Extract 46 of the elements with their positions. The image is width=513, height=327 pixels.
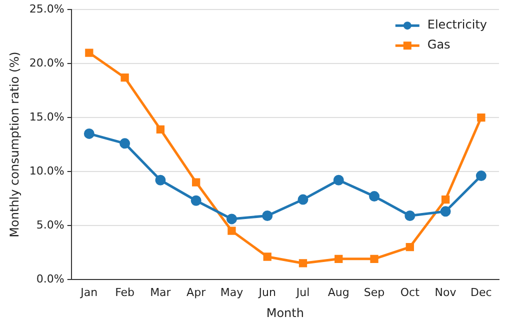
legend-label: Gas bbox=[427, 38, 450, 52]
point bbox=[85, 48, 94, 57]
y-tick-label: 5.0% bbox=[36, 218, 64, 232]
x-tick-label: Jan bbox=[80, 286, 98, 299]
x-tick-label: Sep bbox=[364, 286, 385, 299]
legend-label: Electricity bbox=[427, 18, 487, 32]
point bbox=[440, 206, 451, 217]
x-tick-label: Dec bbox=[470, 286, 492, 299]
point bbox=[190, 195, 202, 206]
point bbox=[477, 113, 486, 122]
point bbox=[263, 252, 272, 261]
point bbox=[406, 242, 414, 252]
point bbox=[84, 128, 94, 139]
point bbox=[120, 74, 129, 82]
x-tick-label: Jul bbox=[295, 286, 310, 299]
y-tick-label: 20.0% bbox=[29, 56, 64, 70]
x-tick-label: Aug bbox=[328, 286, 350, 299]
point bbox=[156, 125, 165, 134]
x-tick-label: Oct bbox=[400, 286, 420, 299]
x-tick-label: Nov bbox=[434, 286, 457, 299]
x-tick-label: Jun bbox=[258, 286, 276, 299]
point bbox=[333, 174, 344, 186]
point bbox=[370, 254, 378, 263]
y-tick-label: 10.0% bbox=[29, 164, 64, 178]
point bbox=[441, 195, 450, 204]
point bbox=[334, 254, 343, 263]
y-tick-label: 15.0% bbox=[29, 110, 64, 124]
y-tick-label: 25.0% bbox=[29, 2, 64, 16]
point bbox=[228, 226, 236, 235]
y-axis-title: Monthly consumption ratio (%) bbox=[7, 52, 22, 238]
point bbox=[192, 178, 200, 186]
point bbox=[226, 214, 237, 224]
point bbox=[476, 170, 486, 182]
y-tick-label: 0.0% bbox=[36, 272, 64, 286]
point bbox=[262, 210, 273, 221]
point bbox=[120, 138, 130, 149]
point bbox=[369, 191, 380, 202]
x-axis-title: Month bbox=[266, 306, 304, 320]
point bbox=[298, 259, 308, 268]
point bbox=[155, 174, 166, 186]
x-tick-label: May bbox=[220, 286, 244, 299]
x-tick-label: Feb bbox=[115, 286, 135, 299]
x-tick-label: Mar bbox=[150, 286, 172, 299]
x-tick-label: Apr bbox=[186, 286, 206, 299]
point bbox=[298, 194, 308, 205]
point bbox=[404, 210, 416, 221]
